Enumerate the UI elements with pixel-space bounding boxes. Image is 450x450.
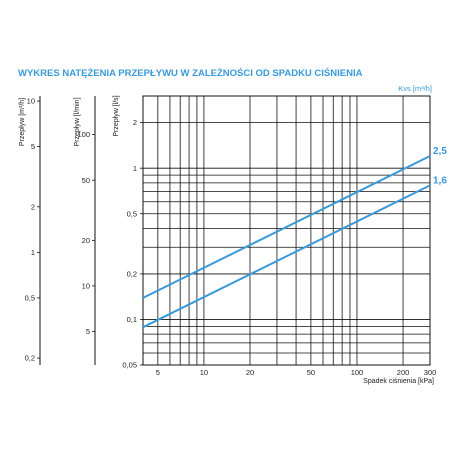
secondary-tick-label: 0,2 [25, 354, 35, 363]
y-tick-label: 0,05 [122, 361, 137, 370]
x-axis-ticks: 5 10 20 50 100 200 300 [156, 368, 437, 377]
x-tick-label: 10 [200, 368, 208, 377]
secondary-axis-label: Przepływ [m³/h] [19, 98, 26, 146]
x-tick-label: 300 [424, 368, 437, 377]
secondary-tick-label: 5 [86, 327, 90, 336]
series-line-1 [142, 155, 431, 299]
x-tick-label: 5 [156, 368, 160, 377]
legend-title: Kvs [m³/h] [398, 84, 432, 93]
secondary-tick-label: 10 [82, 281, 90, 290]
chart-title: WYKRES NATĘŻENIA PRZEPŁYWU W ZALEŻNOŚCI … [18, 67, 363, 79]
secondary-axis-label: Przepływ [l/min] [74, 97, 81, 146]
y-tick-label: 1 [133, 164, 137, 173]
plot-frame [142, 95, 431, 366]
series-line-2 [142, 184, 431, 329]
y-tick-label: 0,1 [127, 315, 137, 324]
y-tick-label: 0,2 [127, 270, 137, 279]
secondary-tick-label: 1 [31, 248, 35, 257]
series-label-2: 1,6 [433, 175, 447, 186]
secondary-tick-label: 100 [77, 130, 90, 139]
secondary-tick-label: 20 [82, 236, 90, 245]
secondary-tick-label: 5 [31, 142, 35, 151]
x-tick-label: 200 [397, 368, 410, 377]
secondary-tick-label: 0,5 [25, 293, 35, 302]
series-lines: 2,5 1,6 [142, 146, 447, 329]
y-tick-label: 2 [133, 118, 137, 127]
y-tick-label: 0,5 [127, 209, 137, 218]
y-axis-label: Przepływ [l/s] [113, 95, 120, 136]
secondary-tick-label: 10 [27, 97, 35, 106]
grid [143, 96, 430, 365]
series-label-1: 2,5 [433, 146, 447, 157]
secondary-tick-label: 2 [31, 202, 35, 211]
x-tick-label: 20 [246, 368, 254, 377]
secondary-tick-label: 50 [82, 176, 90, 185]
y-axis-ticks: 0,05 0,1 0,2 0,5 1 2 [122, 118, 143, 370]
x-tick-label: 50 [307, 368, 315, 377]
x-tick-label: 100 [351, 368, 364, 377]
x-axis-label: Spadek ciśnienia [kPa] [363, 378, 434, 385]
